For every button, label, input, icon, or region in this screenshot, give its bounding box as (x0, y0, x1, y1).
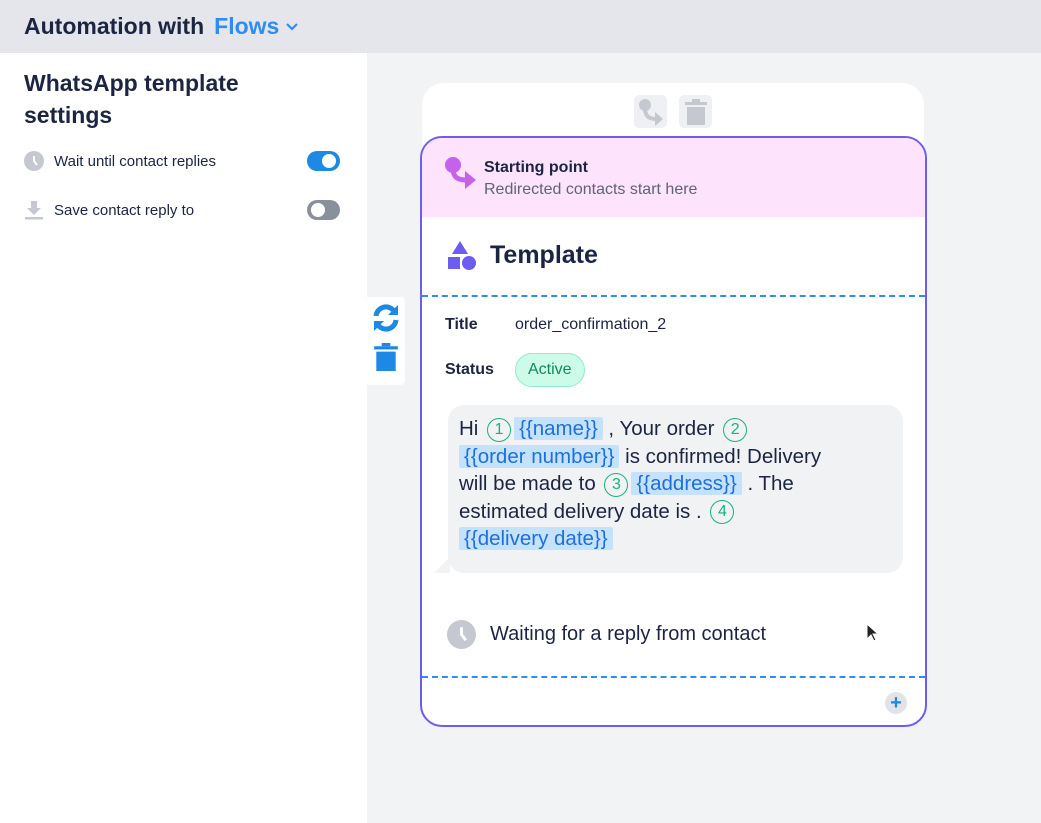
flows-dropdown[interactable]: Flows (214, 13, 299, 40)
settings-panel: WhatsApp template settings Wait until co… (0, 53, 367, 823)
message-line: will be made to 3 {{address}} . The (459, 470, 892, 498)
wait-reply-toggle[interactable] (307, 151, 340, 171)
option-label: Save contact reply to (54, 201, 195, 219)
waiting-text: Waiting for a reply from contact (490, 623, 767, 645)
message-line: Hi 1 {{name}} , Your order 2 (459, 415, 892, 443)
clock-icon (24, 151, 44, 171)
download-icon (25, 201, 43, 220)
mouse-cursor (866, 623, 880, 642)
redirect-button[interactable] (634, 95, 667, 128)
title-value: order_confirmation_2 (515, 316, 667, 333)
starting-point-icon (445, 157, 476, 189)
variable-chip[interactable]: {{delivery date}} (459, 527, 613, 550)
title-label: Title (445, 316, 478, 333)
header-title: Automation with (24, 13, 205, 39)
side-toolbar (367, 297, 405, 385)
template-node[interactable]: Starting point Redirected contacts start… (420, 136, 927, 727)
variable-chip[interactable]: {{name}} (514, 417, 603, 440)
settings-title: WhatsApp template settings (24, 70, 239, 128)
chevron-down-icon (286, 22, 299, 31)
variable-number: 4 (710, 500, 735, 525)
variable-chip[interactable]: {{address}} (631, 472, 742, 495)
waiting-status: Waiting for a reply from contact (447, 620, 766, 649)
message-text: is confirmed! Delivery (619, 444, 822, 468)
status-badge: Active (515, 353, 585, 387)
trash-icon (684, 98, 707, 125)
variable-chip[interactable]: {{order number}} (459, 444, 620, 468)
message-text: estimated delivery date is . (459, 499, 702, 523)
variable-number: 2 (723, 417, 748, 442)
flows-label: Flows (214, 13, 280, 39)
status-label: Status (445, 361, 494, 378)
message-text: . The (741, 472, 794, 495)
redirect-icon (638, 98, 663, 126)
message-line: {{delivery date}} (459, 525, 892, 553)
message-text: Hi (459, 417, 479, 440)
message-line: estimated delivery date is . 4 (459, 498, 892, 526)
add-step-button[interactable]: + (885, 692, 907, 714)
trash-icon[interactable] (374, 343, 398, 371)
option-wait-reply: Wait until contact replies (24, 149, 340, 173)
app-header: Automation with Flows (0, 0, 1041, 53)
clock-icon (447, 620, 476, 649)
delete-node-button[interactable] (679, 95, 712, 128)
starting-point: Starting point Redirected contacts start… (422, 138, 925, 217)
variable-number: 3 (604, 472, 629, 497)
variable-number: 1 (487, 417, 512, 442)
starting-point-subtitle: Redirected contacts start here (484, 181, 698, 198)
shapes-icon (448, 241, 476, 270)
save-reply-toggle[interactable] (307, 200, 340, 220)
starting-point-title: Starting point (484, 159, 588, 176)
message-text: , Your order (602, 417, 715, 440)
node-type-title: Template (490, 241, 598, 269)
message-line: {{order number}} is confirmed! Delivery (459, 443, 892, 471)
refresh-icon[interactable] (371, 303, 401, 333)
option-label: Wait until contact replies (54, 152, 217, 170)
option-save-reply: Save contact reply to (24, 198, 340, 222)
message-text: will be made to (459, 472, 596, 495)
message-bubble: Hi 1 {{name}} , Your order 2 {{order numbe… (434, 405, 903, 573)
divider (422, 676, 925, 678)
